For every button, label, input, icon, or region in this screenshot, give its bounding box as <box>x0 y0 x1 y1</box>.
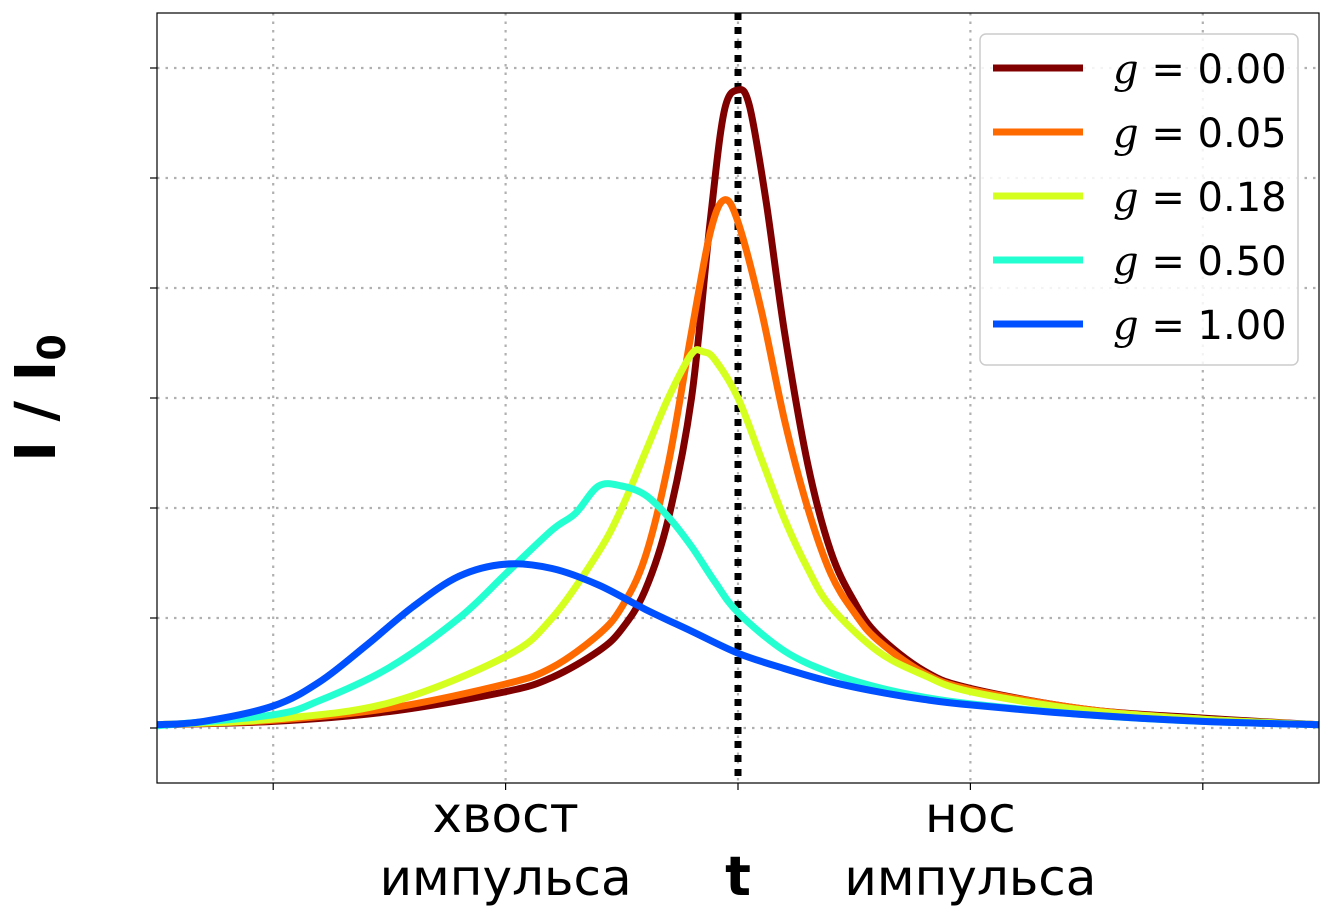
series-line-2 <box>157 346 1319 729</box>
legend-value-2: = 0.18 <box>1139 175 1287 221</box>
x-label-line2-0: импульса <box>380 849 632 907</box>
y-axis-title-main: I / I <box>4 361 69 462</box>
legend: g = 0.00g = 0.05g = 0.18g = 0.50g = 1.00 <box>979 33 1299 366</box>
ticks <box>150 67 1204 790</box>
series-line-4 <box>157 560 1319 729</box>
legend-var-2: g <box>1113 175 1139 221</box>
legend-var-3: g <box>1113 239 1139 285</box>
legend-label-0: g = 0.00 <box>1113 47 1287 93</box>
legend-label-1: g = 0.05 <box>1113 111 1287 157</box>
x-label-line2-1: импульса <box>844 849 1096 907</box>
y-axis-title-group: I / I0 <box>4 334 74 462</box>
series-group <box>157 86 1319 730</box>
legend-label-2: g = 0.18 <box>1113 175 1287 221</box>
legend-var-4: g <box>1113 303 1139 349</box>
legend-box <box>979 33 1299 366</box>
legend-var-0: g <box>1113 47 1139 93</box>
legend-value-4: = 1.00 <box>1139 303 1287 349</box>
y-axis-title-subscript: 0 <box>30 334 74 360</box>
x-axis-title: t <box>725 845 751 908</box>
legend-var-1: g <box>1113 111 1139 157</box>
legend-value-3: = 0.50 <box>1139 239 1287 285</box>
y-axis-title: I / I0 <box>4 334 74 462</box>
legend-value-1: = 0.05 <box>1139 111 1287 157</box>
x-label-line1-0: хвост <box>432 786 578 844</box>
legend-value-0: = 0.00 <box>1139 47 1287 93</box>
legend-label-4: g = 1.00 <box>1113 303 1287 349</box>
x-label-line1-1: нос <box>925 786 1016 844</box>
legend-label-3: g = 0.50 <box>1113 239 1287 285</box>
